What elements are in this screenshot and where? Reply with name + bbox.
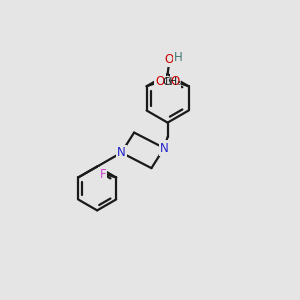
Text: O: O: [155, 75, 165, 88]
Text: N: N: [117, 146, 126, 159]
Text: CH₃: CH₃: [154, 76, 173, 87]
Text: O: O: [165, 53, 174, 66]
Text: F: F: [99, 168, 106, 181]
Text: CH₃: CH₃: [162, 76, 182, 87]
Text: H: H: [174, 51, 183, 64]
Text: N: N: [160, 142, 169, 154]
Text: O: O: [171, 75, 180, 88]
